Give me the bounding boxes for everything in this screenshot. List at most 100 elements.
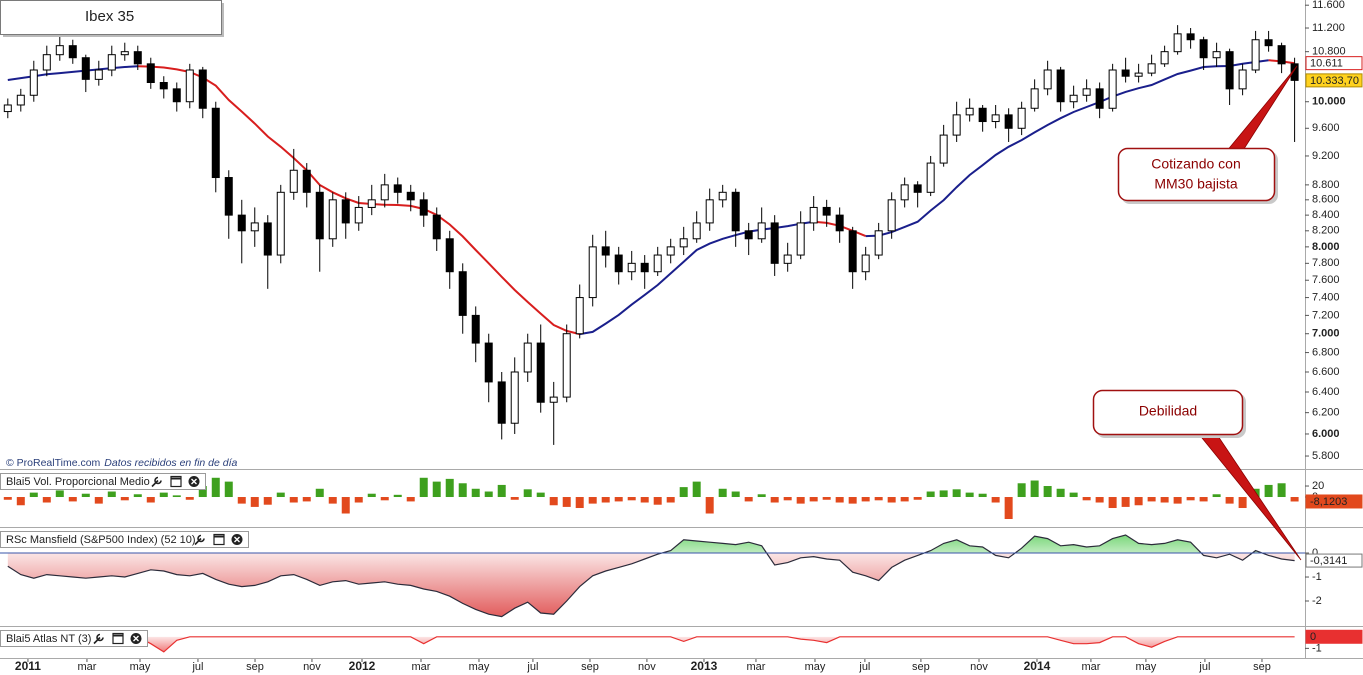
- y-tick-label: 10.800: [1312, 46, 1346, 58]
- volume-bar: [120, 497, 129, 501]
- candle-body: [1290, 63, 1299, 81]
- volume-bar: [991, 497, 1000, 503]
- candle-body: [1251, 39, 1260, 71]
- volume-bar: [510, 497, 519, 500]
- ma-line: [7, 65, 138, 81]
- y-tick-label: 7.800: [1312, 257, 1340, 269]
- candle-body: [1160, 51, 1169, 65]
- candle-body: [1134, 72, 1143, 77]
- candle-body: [744, 230, 753, 240]
- x-tick-label: mar: [746, 661, 765, 673]
- candle-body: [198, 69, 207, 109]
- candle-body: [1069, 94, 1078, 103]
- indicator-panel: [7, 636, 1295, 653]
- y-tick-label: 20: [1312, 480, 1324, 492]
- candle-body: [1095, 88, 1104, 109]
- window-button[interactable]: [213, 533, 225, 546]
- settings-button[interactable]: [151, 476, 162, 488]
- volume-bar: [887, 497, 896, 503]
- volume-bar: [1043, 486, 1052, 498]
- x-tick-label: nov: [303, 661, 321, 673]
- volume-bar: [107, 491, 116, 498]
- volume-bar: [81, 493, 90, 498]
- volume-bar: [315, 488, 324, 498]
- x-tick-label: 2012: [349, 659, 376, 673]
- window-button[interactable]: [112, 632, 124, 645]
- candle-body: [510, 371, 519, 424]
- indicator-panel: [7, 534, 1295, 618]
- candle-body: [952, 114, 961, 136]
- panel-last-label: 0: [1310, 631, 1316, 643]
- volume-bar: [1186, 497, 1195, 501]
- candle-body: [835, 214, 844, 232]
- volume-bar: [237, 497, 246, 504]
- candle-body: [419, 199, 428, 216]
- x-tick-label: nov: [638, 661, 656, 673]
- volume-bar: [29, 492, 38, 498]
- source-note: Datos recibidos en fin de día: [104, 457, 237, 469]
- volume-bar: [94, 497, 103, 504]
- ma-last-label-box: [1305, 56, 1363, 71]
- volume-bar: [913, 497, 922, 500]
- candle-body: [250, 222, 259, 232]
- candle-body: [445, 238, 454, 273]
- volume-bar: [770, 497, 779, 503]
- volume-bar: [198, 486, 207, 498]
- candle-body: [120, 51, 129, 56]
- y-tick-label: 11.200: [1312, 22, 1345, 34]
- volume-bar: [302, 497, 311, 502]
- volume-bar: [1160, 497, 1169, 503]
- y-tick-label: 9.200: [1312, 150, 1340, 162]
- volume-bar: [536, 492, 545, 498]
- candle-body: [328, 199, 337, 240]
- volume-bar: [224, 481, 233, 498]
- candle-body: [1277, 45, 1286, 65]
- settings-button[interactable]: [194, 534, 205, 546]
- y-tick-label: 6.200: [1312, 407, 1340, 419]
- volume-bar: [562, 497, 571, 507]
- candle-body: [1173, 33, 1182, 53]
- title-box: [0, 0, 222, 35]
- indicator-area: [7, 636, 1295, 652]
- source-name: © ProRealTime.com: [6, 457, 101, 469]
- last-close-label: 10.333,70: [1310, 75, 1359, 87]
- volume-bar: [679, 487, 688, 498]
- y-tick-label: 11.600: [1312, 0, 1345, 11]
- candle-body: [29, 69, 38, 96]
- candle-body: [406, 191, 415, 201]
- panel-title: Blai5 Vol. Proporcional Medio: [6, 476, 150, 488]
- indicator-area: [7, 553, 1295, 617]
- candle-body: [887, 199, 896, 232]
- panel-header: [0, 630, 148, 647]
- volume-bar: [471, 488, 480, 498]
- candle-body: [1186, 33, 1195, 41]
- volume-bar: [965, 492, 974, 498]
- volume-bar: [1108, 497, 1117, 509]
- volume-bar: [497, 484, 506, 498]
- volume-bar: [276, 492, 285, 498]
- x-tick-label: sep: [246, 661, 264, 673]
- candle-body: [185, 69, 194, 103]
- y-tick-label: 6.000: [1312, 428, 1340, 440]
- candle-body: [224, 177, 233, 216]
- volume-bar: [172, 495, 181, 498]
- window-button[interactable]: [170, 475, 182, 488]
- volume-bar: [601, 497, 610, 503]
- volume-bar: [1199, 497, 1208, 502]
- volume-bar: [211, 477, 220, 498]
- settings-button[interactable]: [93, 633, 104, 645]
- volume-bar: [692, 481, 701, 498]
- x-tick-label: mar: [77, 661, 96, 673]
- y-tick-label: 8.400: [1312, 209, 1340, 221]
- candle-body: [640, 262, 649, 273]
- volume-bar: [809, 497, 818, 502]
- y-tick-label: 8.200: [1312, 225, 1340, 237]
- volume-bar: [1277, 483, 1286, 498]
- candle-body: [367, 199, 376, 208]
- candle-body: [289, 169, 298, 193]
- candle-body: [679, 238, 688, 248]
- candle-body: [588, 246, 597, 299]
- panel-last-label: -8,1203: [1310, 496, 1347, 508]
